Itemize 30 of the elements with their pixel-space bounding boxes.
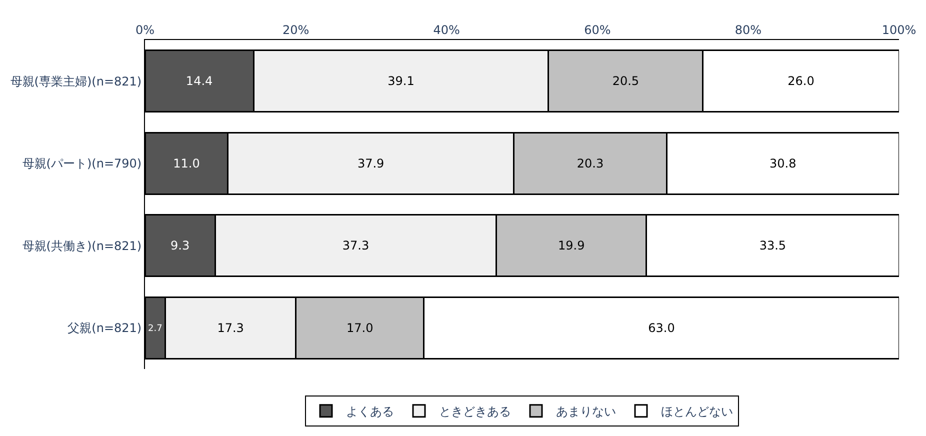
x-tick-label: 0% (135, 23, 155, 38)
x-tick-label: 80% (734, 23, 762, 38)
data-label: 26.0 (788, 74, 814, 88)
y-tick-label: 母親(専業主婦)(n=821) (10, 74, 142, 88)
data-label: 14.4 (186, 74, 213, 88)
y-tick-label: 父親(n=821) (68, 321, 142, 336)
data-label: 39.1 (388, 74, 414, 88)
x-tick-label: 20% (282, 23, 310, 38)
data-label: 20.5 (612, 74, 640, 88)
data-label: 17.0 (346, 320, 374, 335)
data-label: 11.0 (173, 156, 200, 170)
data-label: 9.3 (170, 238, 190, 253)
legend-label: よくある (346, 404, 394, 418)
data-label: 37.3 (342, 238, 370, 253)
legend-label: あまりない (556, 404, 616, 418)
data-label: 37.9 (357, 156, 384, 170)
data-label: 63.0 (648, 320, 675, 335)
data-label: 20.3 (576, 156, 604, 170)
x-tick-label: 60% (584, 23, 611, 38)
y-tick-label: 母親(パート)(n=790) (22, 156, 142, 171)
legend-label: ほとんどない (661, 404, 733, 418)
data-label: 2.7 (148, 324, 162, 334)
data-label: 19.9 (558, 238, 585, 253)
x-tick-label: 40% (433, 23, 460, 38)
data-label: 33.5 (759, 238, 786, 253)
data-label: 17.3 (217, 320, 244, 335)
x-tick-label: 100% (882, 23, 916, 38)
y-tick-label: 母親(共働き)(n=821) (22, 238, 142, 253)
data-label: 30.8 (770, 156, 796, 170)
legend-label: ときどきある (439, 404, 511, 418)
